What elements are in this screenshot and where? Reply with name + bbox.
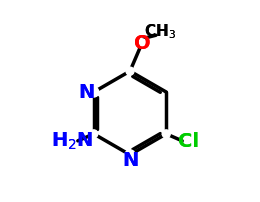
Text: N: N xyxy=(79,83,95,102)
Text: N: N xyxy=(122,151,138,170)
Text: O: O xyxy=(134,34,150,53)
Text: Cl: Cl xyxy=(178,132,199,151)
Circle shape xyxy=(138,39,146,48)
Circle shape xyxy=(89,87,99,97)
Text: O: O xyxy=(134,34,150,53)
Text: CH$_3$: CH$_3$ xyxy=(144,22,176,41)
Text: CH$_3$: CH$_3$ xyxy=(144,22,176,41)
Text: H$_2$N: H$_2$N xyxy=(51,131,93,153)
Circle shape xyxy=(90,130,98,138)
Text: Cl: Cl xyxy=(178,132,199,151)
Circle shape xyxy=(126,67,134,75)
Circle shape xyxy=(125,150,135,160)
Text: H$_2$N: H$_2$N xyxy=(51,131,93,153)
Circle shape xyxy=(162,130,170,138)
Text: N: N xyxy=(122,151,138,170)
Text: N: N xyxy=(79,83,95,102)
